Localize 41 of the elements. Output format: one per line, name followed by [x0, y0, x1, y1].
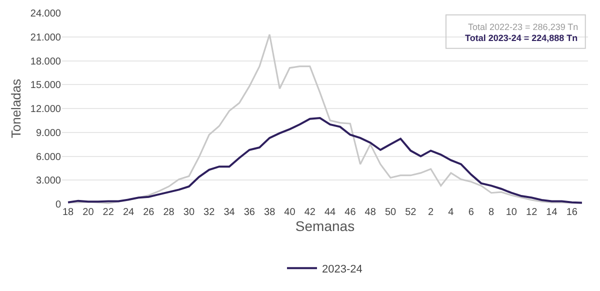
y-tick-label: 21.000	[30, 32, 62, 44]
x-tick-label: 50	[384, 207, 396, 218]
x-tick-label: 20	[82, 207, 94, 218]
x-tick-label: 52	[405, 207, 417, 218]
x-tick-label: 18	[62, 207, 74, 218]
x-tick-label: 46	[344, 207, 356, 218]
x-tick-label: 34	[224, 207, 236, 218]
y-tick-label: 3.000	[36, 176, 62, 187]
x-tick-label: 42	[304, 207, 316, 218]
y-tick-label: 18.000	[30, 56, 62, 68]
x-tick-label: 28	[163, 207, 175, 218]
x-tick-label: 48	[364, 207, 376, 218]
annotation: Total 2022-23 = 286,239 Tn	[468, 22, 578, 32]
x-tick-label: 36	[244, 207, 256, 218]
legend-label: 2023-24	[322, 263, 362, 276]
x-tick-label: 6	[468, 207, 474, 218]
x-tick-label: 40	[284, 207, 296, 218]
annotation: Total 2023-24 = 224,888 Tn	[465, 33, 578, 43]
x-tick-label: 24	[122, 207, 135, 218]
x-axis-title: Semanas	[295, 218, 355, 234]
x-tick-label: 14	[546, 207, 558, 218]
x-tick-label: 8	[488, 207, 494, 218]
y-tick-label: 9.000	[36, 128, 62, 139]
y-tick-label: 0	[55, 200, 62, 210]
x-tick-label: 32	[204, 207, 216, 218]
x-tick-label: 16	[566, 207, 578, 218]
x-tick-label: 44	[324, 207, 336, 218]
y-axis-title: Toneladas	[8, 78, 24, 138]
x-tick-label: 12	[526, 207, 538, 218]
x-tick-label: 22	[102, 207, 114, 218]
x-tick-label: 26	[143, 207, 155, 218]
x-tick-label: 30	[183, 207, 195, 218]
line-series	[67, 117, 583, 204]
y-tick-label: 12.000	[30, 104, 62, 115]
y-tick-label: 6.000	[36, 152, 62, 163]
y-tick-label: 24.000	[30, 8, 62, 20]
x-tick-label: 4	[448, 207, 454, 218]
x-tick-label: 10	[506, 207, 518, 218]
x-tick-label: 38	[264, 207, 276, 218]
x-tick-label: 2	[428, 207, 434, 218]
y-tick-label: 15.000	[30, 80, 62, 92]
